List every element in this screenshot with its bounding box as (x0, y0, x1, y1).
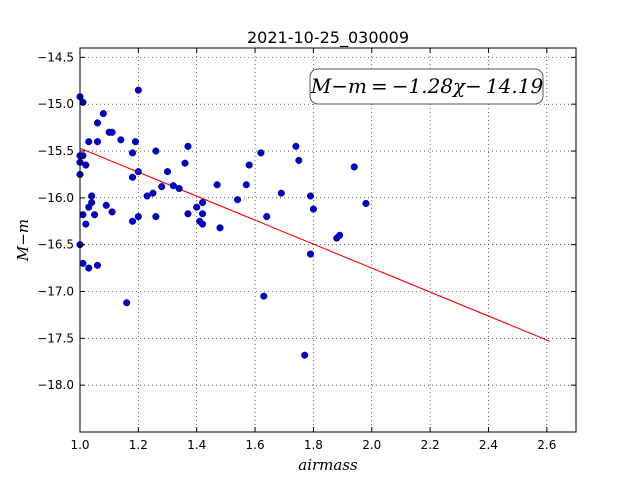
data-point (134, 86, 142, 94)
x-tick-label: 1.8 (304, 438, 323, 452)
data-point (79, 259, 87, 267)
x-tick-label: 1.6 (246, 438, 265, 452)
data-point (198, 198, 207, 207)
data-point (198, 210, 207, 218)
y-axis-label: M−m (14, 219, 32, 262)
y-tick-label: −14.5 (37, 50, 74, 64)
data-point (163, 168, 172, 176)
data-point (362, 199, 370, 208)
y-tick-label: −17.0 (37, 285, 74, 299)
data-points (76, 86, 370, 359)
data-point (234, 196, 242, 204)
data-point (301, 351, 309, 359)
data-point (131, 138, 139, 146)
fit-line (79, 147, 550, 342)
data-point (198, 220, 207, 228)
data-point (152, 147, 160, 155)
x-tick-label: 2.0 (362, 438, 381, 452)
data-point (213, 181, 221, 189)
data-point (91, 211, 99, 219)
data-point (99, 110, 107, 118)
data-point (260, 292, 268, 300)
chart-title: 2021-10-25_030009 (247, 28, 409, 48)
data-point (117, 136, 125, 144)
data-point (242, 181, 250, 189)
data-point (93, 119, 102, 127)
fit-equation: M−m = −1.28χ− 14.19 (310, 74, 544, 98)
x-tick-label: 1.4 (187, 438, 206, 452)
data-point (128, 217, 137, 225)
y-tick-label: −16.0 (37, 191, 74, 205)
data-point (93, 138, 102, 146)
data-point (181, 159, 189, 167)
data-point (263, 213, 271, 221)
data-point (175, 184, 183, 193)
data-point (149, 189, 157, 197)
fit-line-group (79, 147, 550, 342)
x-tick-label: 1.0 (70, 438, 89, 452)
data-point (85, 138, 93, 146)
axis-ticks: 1.0 1.2 1.4 1.6 1.8 2.0 2.2 2.4 2.6 −14.5 −15.0 −15… (37, 48, 576, 452)
data-point (216, 224, 224, 232)
data-point (169, 182, 177, 190)
data-point (134, 213, 142, 221)
data-point (134, 168, 142, 176)
x-tick-label: 1.2 (129, 438, 148, 452)
data-point (88, 198, 96, 207)
data-point (245, 161, 253, 169)
data-point (295, 156, 303, 164)
fit-equation-frame (309, 68, 544, 105)
data-point (79, 152, 87, 160)
y-tick-label: −15.0 (37, 97, 74, 111)
data-point (306, 192, 315, 200)
data-point (82, 220, 90, 228)
data-point (79, 211, 87, 219)
data-point (152, 213, 160, 221)
y-tick-label: −18.0 (37, 378, 74, 392)
data-point (184, 142, 192, 150)
plot-frame (79, 47, 577, 433)
y-tick-label: −15.5 (37, 144, 74, 158)
x-axis-label: airmass (298, 456, 358, 474)
data-point (123, 299, 131, 307)
data-point (158, 183, 166, 191)
data-point (88, 192, 96, 200)
data-point (193, 203, 201, 211)
data-point (93, 261, 102, 269)
data-point (85, 264, 93, 272)
data-point (102, 201, 110, 209)
x-tick-label: 2.4 (479, 438, 498, 452)
data-point (309, 205, 317, 213)
data-point (277, 189, 285, 197)
data-point (128, 149, 137, 157)
data-point (350, 163, 358, 171)
data-point (257, 149, 265, 157)
data-point (82, 161, 90, 169)
y-tick-label: −17.5 (37, 331, 74, 345)
data-point (128, 173, 137, 181)
fit-equation-box: M−m = −1.28χ− 14.19 (309, 68, 544, 105)
y-tick-label: −16.5 (37, 238, 74, 252)
data-point (306, 250, 315, 258)
x-tick-label: 2.6 (537, 438, 556, 452)
data-point (336, 231, 344, 239)
data-point (292, 142, 300, 150)
data-point (108, 128, 116, 136)
data-point (143, 192, 151, 200)
data-point (184, 210, 192, 218)
data-point (108, 208, 116, 216)
x-tick-label: 2.2 (421, 438, 440, 452)
